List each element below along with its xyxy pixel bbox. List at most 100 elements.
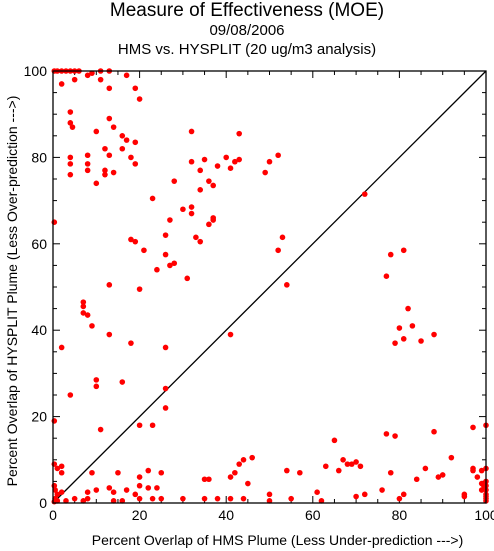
- data-point: [84, 489, 91, 496]
- data-point: [431, 331, 437, 338]
- data-point: [409, 323, 416, 329]
- data-point: [206, 476, 212, 483]
- data-point: [171, 178, 178, 184]
- data-point: [249, 454, 255, 461]
- data-point: [314, 489, 320, 496]
- data-point: [361, 491, 368, 498]
- x-axis-label: Percent Overlap of HMS Plume (Less Under…: [92, 532, 464, 548]
- data-point: [266, 158, 273, 165]
- x-tick-label: 80: [392, 507, 408, 523]
- data-point: [67, 120, 74, 126]
- data-point: [383, 431, 390, 437]
- data-point: [54, 465, 61, 472]
- data-point: [136, 286, 143, 292]
- y-tick-label: 20: [31, 409, 47, 425]
- data-point: [162, 251, 169, 258]
- data-point: [240, 495, 247, 502]
- data-point: [110, 169, 117, 176]
- data-point: [84, 167, 91, 174]
- data-point: [97, 76, 104, 83]
- data-point: [379, 487, 385, 493]
- data-point: [474, 474, 481, 480]
- data-point: [58, 344, 65, 351]
- data-point: [154, 266, 160, 273]
- data-point: [80, 498, 87, 504]
- data-point: [188, 204, 195, 210]
- x-tick-label: 60: [305, 507, 321, 523]
- data-point: [89, 323, 95, 329]
- data-point: [431, 428, 437, 435]
- data-point: [89, 469, 95, 476]
- data-point: [58, 469, 65, 476]
- data-point: [396, 325, 403, 331]
- data-point: [119, 379, 126, 385]
- data-point: [67, 154, 74, 161]
- data-point: [348, 461, 355, 467]
- y-axis-label: Percent Overlap of HYSPLIT Plume (Less O…: [4, 96, 20, 487]
- data-point: [102, 145, 108, 152]
- data-point: [422, 465, 429, 472]
- data-point: [201, 156, 208, 163]
- y-tick-label: 80: [31, 149, 47, 165]
- data-point: [180, 206, 186, 213]
- data-point: [461, 493, 468, 500]
- x-tick-label: 100: [474, 507, 494, 523]
- data-point: [439, 472, 446, 478]
- data-point: [58, 489, 65, 496]
- x-tick-label: 40: [218, 507, 234, 523]
- data-point: [71, 76, 78, 83]
- data-point: [123, 72, 130, 79]
- data-point: [353, 493, 359, 500]
- data-point: [448, 454, 455, 461]
- data-point: [227, 474, 234, 480]
- data-point: [284, 467, 290, 474]
- data-point: [227, 331, 234, 338]
- data-point: [162, 405, 169, 411]
- data-point: [106, 282, 113, 288]
- data-point: [400, 247, 407, 254]
- data-point: [136, 482, 143, 489]
- y-tick-label: 40: [31, 322, 47, 338]
- data-point: [51, 482, 58, 489]
- data-point: [136, 422, 143, 429]
- data-point: [227, 165, 234, 171]
- data-point: [383, 273, 390, 280]
- data-point: [67, 109, 74, 115]
- data-point: [119, 498, 126, 504]
- data-point: [84, 72, 91, 79]
- chart-subtitle: HMS vs. HYSPLIT (20 ug/m3 analysis): [117, 41, 377, 58]
- data-point: [162, 232, 169, 238]
- data-point: [236, 130, 242, 137]
- data-point: [128, 236, 134, 243]
- data-point: [236, 461, 242, 467]
- x-tick-labels: 0 20 40 60 80 100: [49, 507, 494, 523]
- data-point: [162, 385, 169, 392]
- data-point: [392, 340, 398, 346]
- data-point: [188, 210, 195, 217]
- data-point: [266, 498, 273, 504]
- data-point: [93, 180, 100, 187]
- data-point: [214, 495, 221, 502]
- y-tick-label: 0: [39, 495, 47, 511]
- data-point: [361, 191, 368, 197]
- data-point: [52, 487, 58, 493]
- data-point: [279, 234, 286, 241]
- data-point: [262, 169, 268, 176]
- data-point: [80, 310, 87, 316]
- data-point: [51, 219, 58, 225]
- data-point: [51, 418, 58, 424]
- x-tick-label: 20: [132, 507, 148, 523]
- data-point: [84, 312, 91, 318]
- data-point: [128, 154, 134, 161]
- x-tick-label: 0: [49, 507, 57, 523]
- reference-diagonal: [52, 70, 487, 504]
- data-point: [149, 195, 156, 202]
- data-point: [80, 299, 87, 305]
- data-point: [119, 133, 126, 139]
- data-point: [180, 495, 186, 502]
- data-point: [288, 495, 294, 502]
- data-point: [392, 433, 398, 439]
- data-point: [435, 474, 442, 480]
- data-point: [67, 171, 74, 178]
- chart-title: Measure of Effectiveness (MOE): [109, 0, 385, 21]
